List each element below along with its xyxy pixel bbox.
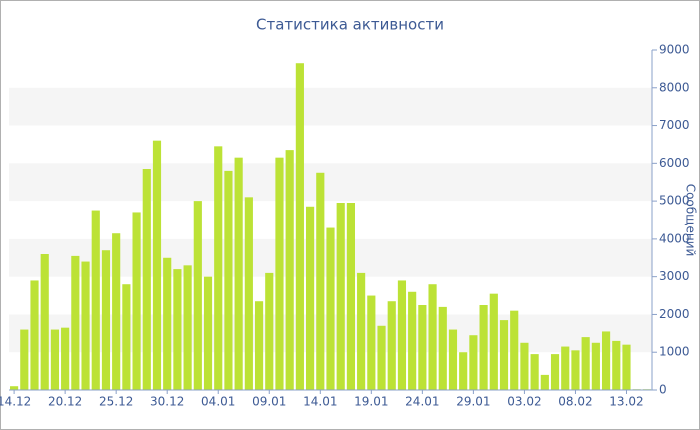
- y-axis-label: Сообщений: [684, 184, 698, 257]
- bar: [479, 305, 488, 390]
- bar: [397, 280, 407, 390]
- bar: [132, 212, 141, 390]
- x-tick-label: 24.01: [405, 395, 439, 409]
- y-tick-label: 0: [659, 383, 667, 397]
- bar: [275, 157, 284, 390]
- bar: [285, 150, 294, 390]
- bar: [561, 346, 570, 390]
- chart-title: Статистика активности: [256, 16, 444, 34]
- x-tick-label: 20.12: [48, 395, 82, 409]
- bar: [10, 386, 19, 390]
- bar: [622, 344, 631, 390]
- y-tick-label: 5000: [659, 194, 690, 208]
- y-tick-label: 4000: [659, 231, 690, 245]
- y-tick-label: 6000: [659, 156, 690, 170]
- bar: [71, 255, 80, 390]
- bar: [377, 325, 386, 390]
- bar: [489, 293, 498, 390]
- bar: [438, 306, 447, 390]
- bar: [448, 329, 458, 390]
- x-tick-label: 14.12: [0, 395, 31, 409]
- bar: [61, 327, 70, 390]
- bar: [193, 201, 202, 390]
- bar: [357, 272, 366, 390]
- x-tick-label: 30.12: [150, 395, 184, 409]
- bar: [30, 280, 39, 390]
- y-tick-label: 3000: [659, 269, 690, 283]
- bar: [326, 227, 335, 390]
- x-tick-label: 09.01: [252, 395, 286, 409]
- bar: [183, 265, 192, 390]
- bar: [81, 261, 90, 390]
- x-tick-label: 03.02: [507, 395, 541, 409]
- bar: [530, 354, 539, 390]
- x-tick-label: 14.01: [303, 395, 337, 409]
- x-tick-label: 08.02: [558, 395, 592, 409]
- bar: [387, 301, 396, 390]
- y-tick-label: 7000: [659, 118, 690, 132]
- bar: [336, 203, 345, 390]
- bar: [571, 350, 580, 390]
- x-tick-label: 25.12: [99, 395, 133, 409]
- bar: [418, 305, 427, 390]
- x-tick-label: 19.01: [354, 395, 388, 409]
- bar: [367, 295, 376, 390]
- bar: [173, 269, 182, 390]
- bar: [203, 276, 213, 390]
- bar: [254, 301, 264, 390]
- bar: [346, 203, 355, 390]
- x-tick-label: 04.01: [201, 395, 235, 409]
- bar: [163, 257, 172, 390]
- bar: [20, 329, 29, 390]
- bar: [612, 340, 621, 390]
- bar: [152, 140, 162, 390]
- bar: [224, 170, 233, 390]
- y-tick-label: 8000: [659, 80, 690, 94]
- bar: [142, 169, 151, 390]
- bar: [122, 284, 131, 390]
- bar: [101, 250, 111, 390]
- y-tick-label: 2000: [659, 307, 690, 321]
- bar: [295, 63, 304, 390]
- bar: [601, 331, 611, 390]
- bar: [510, 310, 519, 390]
- bar: [50, 329, 60, 390]
- bar: [550, 354, 560, 390]
- bar: [316, 172, 325, 390]
- bar: [499, 320, 509, 390]
- bar: [244, 197, 253, 390]
- bar: [591, 342, 600, 390]
- bar: [520, 342, 529, 390]
- bar: [234, 157, 243, 390]
- y-tick-label: 9000: [659, 43, 690, 57]
- bar: [408, 291, 417, 390]
- bar: [91, 210, 100, 390]
- grid-band: [9, 87, 652, 126]
- bar: [459, 352, 468, 390]
- bar: [540, 374, 549, 390]
- x-tick-label: 29.01: [456, 395, 490, 409]
- bar: [214, 146, 223, 390]
- bar: [112, 233, 121, 390]
- bar: [469, 335, 478, 390]
- y-tick-label: 1000: [659, 345, 690, 359]
- bar: [40, 254, 49, 390]
- x-tick-label: 13.02: [609, 395, 643, 409]
- bar: [428, 284, 437, 390]
- bar: [306, 206, 315, 390]
- bar: [265, 272, 274, 390]
- bar: [581, 337, 590, 390]
- grid-band: [9, 163, 652, 202]
